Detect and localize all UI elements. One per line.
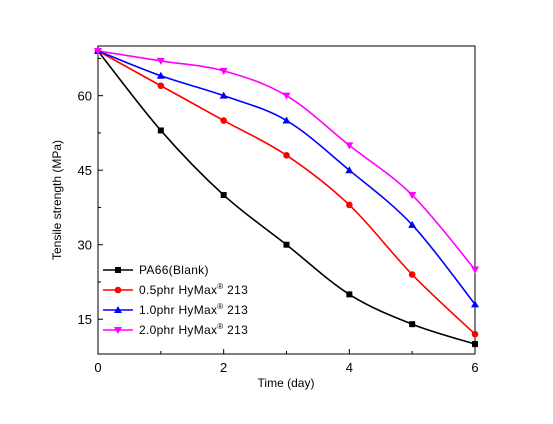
data-point-s1-3 [283,151,290,159]
y-tick-label: 30 [78,238,92,253]
data-point-s0-1 [157,127,164,134]
data-point-s3-6 [471,266,479,274]
y-tick-label: 45 [78,163,92,178]
data-point-s1-4 [346,201,353,209]
legend-label-part: 0.5phr HyMax [139,283,217,297]
legend-label-part: 2.0phr HyMax [139,323,217,337]
data-point-s3-0 [94,47,102,55]
data-point-s3-5 [408,192,417,200]
data-point-s0-4 [346,291,353,298]
data-point-s0-6 [472,341,478,348]
data-point-s1-2 [220,117,227,124]
x-tick-label: 2 [220,360,227,375]
x-tick-label: 0 [94,360,101,375]
data-point-s3-3 [282,92,291,100]
series-markers [94,46,479,348]
legend-label-part: 213 [224,323,249,337]
legend-marker-2 [114,306,122,313]
data-point-s0-2 [220,192,227,199]
legend-marker-3 [114,327,122,334]
data-point-s3-1 [156,57,165,65]
data-point-s1-1 [157,82,165,90]
legend-label-part: 213 [224,283,249,297]
y-axis-title: Tensile strength (MPa) [50,140,64,260]
data-point-s2-4 [345,166,354,174]
data-point-s3-2 [219,67,228,75]
data-point-s2-5 [408,220,417,228]
data-point-s0-3 [283,241,290,248]
x-tick-label: 4 [346,360,353,375]
legend-label-part: 1.0phr HyMax [139,303,217,317]
legend-label-part: 213 [224,303,249,317]
legend-label-3: 2.0phr HyMax® 213 [139,322,248,337]
legend-label-1: 0.5phr HyMax® 213 [139,282,248,297]
data-point-s2-3 [282,116,291,124]
data-point-s1-6 [471,330,479,338]
legend-label-0: PA66(Blank) [139,263,209,277]
legend-marker-0 [115,267,121,273]
series-line-3 [97,50,476,271]
legend-label-part: PA66(Blank) [139,263,209,277]
x-axis-title: Time (day) [258,376,315,390]
data-point-s2-1 [156,71,165,79]
data-point-s1-5 [408,271,416,278]
legend-label-2: 1.0phr HyMax® 213 [139,302,248,317]
legend-registered-mark: ® [217,322,223,331]
data-point-s0-5 [409,321,416,328]
axis-ticks: 0 2 4 6 15 30 45 60 [78,57,479,375]
y-tick-label: 15 [78,312,92,327]
data-point-s2-2 [219,91,228,99]
legend-registered-mark: ® [217,282,223,291]
data-point-s3-4 [345,142,354,150]
legend-registered-mark: ® [217,302,223,311]
data-point-s2-6 [471,300,479,308]
y-tick-label: 60 [78,89,92,104]
x-tick-label: 6 [471,360,478,375]
legend-marker-1 [114,286,122,294]
